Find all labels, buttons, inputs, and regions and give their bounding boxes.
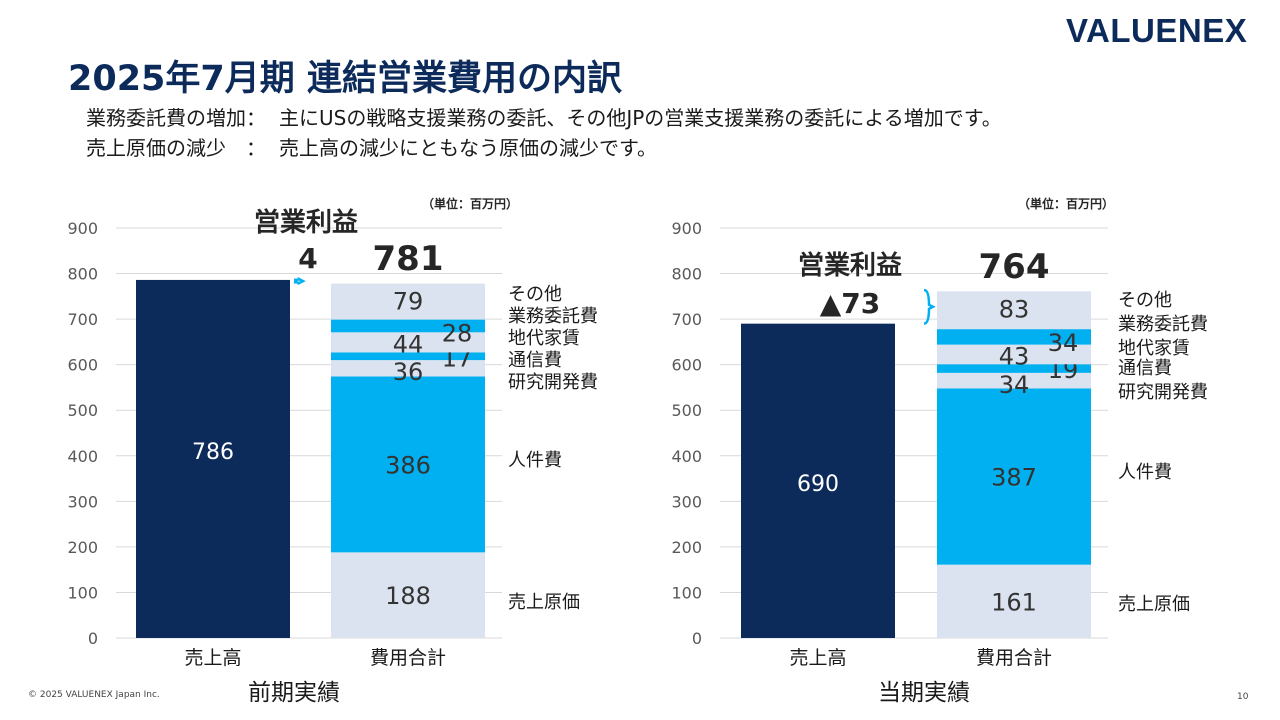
copyright: © 2025 VALUENEX Japan Inc. xyxy=(28,690,160,700)
cost-value-label: 43 xyxy=(999,343,1030,371)
cost-segment-売上原価 xyxy=(331,552,485,638)
y-tick-label: 400 xyxy=(671,447,702,466)
operating-profit-label: 営業利益 xyxy=(798,251,902,281)
cost-legend-売上原価: 売上原価 xyxy=(1118,594,1190,615)
note-label: 業務委託費の増加： xyxy=(86,106,266,130)
note-text: 売上高の減少にともなう原価の減少です。 xyxy=(279,136,657,160)
x-category-label: 売上高 xyxy=(789,647,846,669)
note-label: 売上原価の減少 ： xyxy=(86,136,266,160)
cost-value-label: 34 xyxy=(999,371,1030,399)
cost-value-label: 36 xyxy=(393,358,424,386)
cost-legend-通信費: 通信費 xyxy=(1118,358,1172,379)
chart-previous: 0 100 200 300 400 500 600 700 800 900 786 188 売上原価 38… xyxy=(67,196,598,706)
x-category-label: 費用合計 xyxy=(370,647,446,669)
unit-label: （単位：百万円） xyxy=(1018,196,1114,211)
page-title: 2025年7月期 連結営業費用の内訳 xyxy=(68,59,622,99)
cost-value-label: 79 xyxy=(393,288,424,316)
x-category-label: 費用合計 xyxy=(976,647,1052,669)
y-tick-label: 500 xyxy=(671,401,702,420)
y-tick-label: 0 xyxy=(88,629,98,648)
y-tick-label: 700 xyxy=(671,310,702,329)
y-tick-label: 400 xyxy=(67,447,98,466)
y-tick-label: 900 xyxy=(671,219,702,238)
cost-value-label: 161 xyxy=(991,588,1037,616)
cost-segment-その他 xyxy=(331,283,485,320)
cost-value-label: 83 xyxy=(999,295,1030,323)
cost-legend-業務委託費: 業務委託費 xyxy=(1118,314,1208,335)
cost-segment-地代家賃 xyxy=(331,332,485,353)
cost-value-label: 44 xyxy=(393,330,424,358)
y-tick-label: 500 xyxy=(67,401,98,420)
revenue-value-label: 690 xyxy=(797,472,839,497)
revenue-bar xyxy=(741,323,895,638)
cost-segment-人件費 xyxy=(331,376,485,553)
period-title: 前期実績 xyxy=(248,680,340,706)
cost-value-label: 188 xyxy=(385,582,431,610)
x-category-label: 売上高 xyxy=(184,647,241,669)
cost-legend-研究開発費: 研究開発費 xyxy=(508,372,598,393)
cost-legend-売上原価: 売上原価 xyxy=(508,592,580,613)
cost-legend-その他: その他 xyxy=(1118,290,1172,311)
y-tick-label: 200 xyxy=(67,538,98,557)
cost-segment-研究開発費 xyxy=(937,372,1091,389)
note-outsourcing: 業務委託費の増加： 主にUSの戦略支援業務の委託、その他JPの営業支援業務の委託に… xyxy=(86,102,1002,131)
y-tick-label: 600 xyxy=(671,356,702,375)
operating-profit-value: ▲73 xyxy=(820,287,881,320)
cost-legend-通信費: 通信費 xyxy=(508,350,562,371)
period-title: 当期実績 xyxy=(878,680,970,706)
cost-legend-地代家賃: 地代家賃 xyxy=(508,328,580,349)
revenue-bar xyxy=(136,279,290,638)
chart-current: 0 100 200 300 400 500 600 700 800 900 690 161 売上原価 38… xyxy=(671,196,1208,706)
cost-total-label: 764 xyxy=(979,247,1050,287)
cost-segment-通信費 xyxy=(331,352,485,361)
note-cost-of-sales: 売上原価の減少 ： 売上高の減少にともなう原価の減少です。 xyxy=(86,132,657,161)
y-tick-label: 900 xyxy=(67,219,98,238)
cost-legend-人件費: 人件費 xyxy=(1118,462,1172,483)
cost-total-label: 781 xyxy=(373,239,444,279)
cost-value-label: 387 xyxy=(991,464,1037,492)
y-tick-label: 800 xyxy=(671,265,702,284)
y-tick-label: 300 xyxy=(671,492,702,511)
cost-segment-その他 xyxy=(937,291,1091,330)
operating-profit-value: 4 xyxy=(298,242,317,275)
y-tick-label: 100 xyxy=(67,583,98,602)
cost-value-label: 34 xyxy=(1048,329,1079,357)
cost-segment-地代家賃 xyxy=(937,344,1091,365)
unit-label: （単位：百万円） xyxy=(422,196,518,211)
cost-legend-業務委託費: 業務委託費 xyxy=(508,306,598,327)
page-number: 10 xyxy=(1237,692,1249,702)
cost-segment-通信費 xyxy=(937,364,1091,373)
y-tick-label: 300 xyxy=(67,492,98,511)
company-logo: VALUENEX xyxy=(1066,12,1248,49)
profit-bracket-icon xyxy=(923,288,936,325)
cost-legend-地代家賃: 地代家賃 xyxy=(1118,338,1190,359)
revenue-value-label: 786 xyxy=(192,440,234,465)
cost-segment-業務委託費 xyxy=(937,329,1091,345)
cost-segment-業務委託費 xyxy=(331,319,485,333)
y-tick-label: 600 xyxy=(67,356,98,375)
y-tick-label: 200 xyxy=(671,538,702,557)
y-tick-label: 800 xyxy=(67,265,98,284)
y-tick-label: 700 xyxy=(67,310,98,329)
cost-segment-人件費 xyxy=(937,388,1091,565)
y-tick-label: 0 xyxy=(692,629,702,648)
y-tick-label: 100 xyxy=(671,583,702,602)
cost-value-label: 28 xyxy=(442,320,473,348)
cost-legend-研究開発費: 研究開発費 xyxy=(1118,382,1208,403)
cost-segment-売上原価 xyxy=(937,564,1091,638)
operating-profit-label: 営業利益 xyxy=(254,208,358,238)
cost-value-label: 386 xyxy=(385,451,431,479)
cost-legend-人件費: 人件費 xyxy=(508,450,562,471)
profit-bracket-icon xyxy=(293,277,306,286)
cost-legend-その他: その他 xyxy=(508,284,562,305)
cost-segment-研究開発費 xyxy=(331,360,485,377)
note-text: 主にUSの戦略支援業務の委託、その他JPの営業支援業務の委託による増加です。 xyxy=(279,106,1002,130)
